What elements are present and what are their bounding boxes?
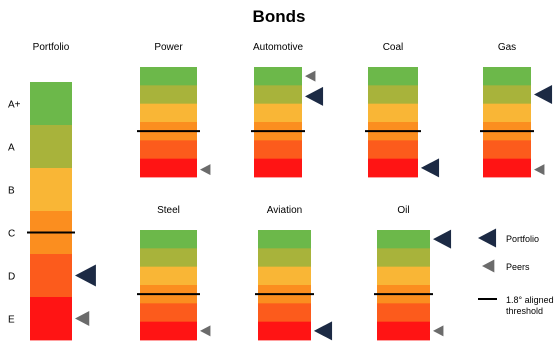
band-6: [140, 321, 197, 341]
panel-title: Automotive: [253, 42, 303, 53]
tick-label: D: [8, 272, 15, 283]
band-1: [377, 230, 430, 249]
legend-label: 1.8° aligned threshold: [506, 295, 554, 316]
panel-title: Coal: [383, 42, 404, 53]
legend-item-portfolio: Portfolio: [478, 228, 539, 248]
band-3: [258, 266, 311, 286]
tick-label: B: [8, 186, 15, 197]
band-5: [30, 254, 72, 298]
panel-title: Power: [154, 42, 183, 53]
tick-label: A+: [8, 100, 21, 111]
band-3: [483, 103, 531, 123]
panel-title: Portfolio: [33, 42, 70, 53]
panel-steel: Steel: [137, 205, 211, 341]
chart-legend: Portfolio Peers 1.8° aligned threshold: [478, 228, 554, 316]
band-1: [258, 230, 311, 249]
panel-aviation: Aviation: [255, 205, 333, 341]
legend-portfolio-swatch: [478, 228, 497, 248]
band-2: [30, 125, 72, 169]
panel-title: Oil: [397, 205, 409, 216]
panel-power: Power: [137, 42, 211, 178]
legend-peers-swatch: [482, 259, 495, 273]
panel-title: Steel: [157, 205, 180, 216]
band-1: [368, 67, 418, 86]
band-3: [30, 168, 72, 212]
band-5: [258, 303, 311, 323]
band-3: [254, 103, 302, 123]
band-1: [140, 67, 197, 86]
legend-item-threshold: 1.8° aligned threshold: [478, 295, 554, 316]
chart-title: Bonds: [253, 7, 306, 26]
band-2: [368, 85, 418, 105]
band-5: [254, 140, 302, 160]
band-6: [254, 158, 302, 178]
legend-label: Peers: [506, 262, 530, 272]
portfolio-marker: [421, 158, 440, 178]
band-6: [377, 321, 430, 341]
peers-marker: [200, 325, 211, 337]
band-2: [377, 248, 430, 268]
panel-title: Aviation: [267, 205, 302, 216]
band-5: [368, 140, 418, 160]
panel-oil: Oil: [374, 205, 452, 341]
panel-automotive: Automotive: [251, 42, 324, 178]
band-5: [140, 303, 197, 323]
band-5: [140, 140, 197, 160]
band-5: [377, 303, 430, 323]
band-6: [368, 158, 418, 178]
tick-label: A: [8, 143, 15, 154]
peers-marker: [534, 164, 545, 176]
portfolio-marker: [314, 321, 333, 341]
peers-marker: [433, 325, 444, 337]
band-1: [254, 67, 302, 86]
band-6: [258, 321, 311, 341]
portfolio-marker: [305, 86, 324, 106]
legend-item-peers: Peers: [482, 259, 530, 273]
band-6: [483, 158, 531, 178]
tick-label: E: [8, 315, 15, 326]
band-2: [140, 85, 197, 105]
band-3: [368, 103, 418, 123]
legend-label: Portfolio: [506, 234, 539, 244]
band-1: [140, 230, 197, 249]
peers-marker: [200, 164, 211, 176]
tick-label: C: [8, 229, 15, 240]
band-3: [140, 103, 197, 123]
band-3: [140, 266, 197, 286]
panel-title: Gas: [498, 42, 516, 53]
chart-panels: Portfolio A+ A B C D E Power Automotive Coal Gas St…: [8, 42, 553, 341]
band-1: [483, 67, 531, 86]
portfolio-marker: [75, 264, 96, 287]
portfolio-marker: [433, 229, 452, 249]
band-3: [377, 266, 430, 286]
band-6: [30, 297, 72, 341]
band-2: [258, 248, 311, 268]
portfolio-marker: [534, 85, 553, 104]
band-5: [483, 140, 531, 160]
peers-marker: [75, 311, 90, 326]
panel-gas: Gas: [480, 42, 553, 178]
band-1: [30, 82, 72, 126]
band-2: [140, 248, 197, 268]
band-2: [254, 85, 302, 105]
panel-coal: Coal: [365, 42, 440, 178]
band-6: [140, 158, 197, 178]
panel-portfolio: Portfolio A+ A B C D E: [8, 42, 96, 341]
band-2: [483, 85, 531, 105]
peers-marker: [305, 70, 316, 82]
